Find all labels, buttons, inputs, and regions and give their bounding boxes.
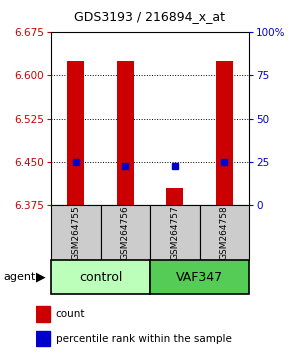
Bar	[51, 260, 150, 294]
Bar	[216, 61, 233, 205]
Text: GSM264755: GSM264755	[71, 205, 80, 260]
Text: agent: agent	[3, 272, 35, 282]
Text: GDS3193 / 216894_x_at: GDS3193 / 216894_x_at	[74, 10, 226, 23]
Text: control: control	[79, 270, 122, 284]
Bar	[150, 260, 249, 294]
Bar	[150, 205, 200, 260]
Bar	[200, 205, 249, 260]
Bar	[67, 61, 84, 205]
Bar	[100, 205, 150, 260]
Bar	[36, 306, 50, 322]
Text: GSM264758: GSM264758	[220, 205, 229, 260]
Text: VAF347: VAF347	[176, 270, 223, 284]
Text: GSM264757: GSM264757	[170, 205, 179, 260]
Bar	[51, 205, 100, 260]
Text: GSM264756: GSM264756	[121, 205, 130, 260]
Text: percentile rank within the sample: percentile rank within the sample	[56, 333, 232, 344]
Bar	[166, 188, 183, 205]
Text: count: count	[56, 309, 85, 319]
Bar	[117, 61, 134, 205]
Text: ▶: ▶	[36, 270, 45, 284]
Bar	[36, 331, 50, 347]
